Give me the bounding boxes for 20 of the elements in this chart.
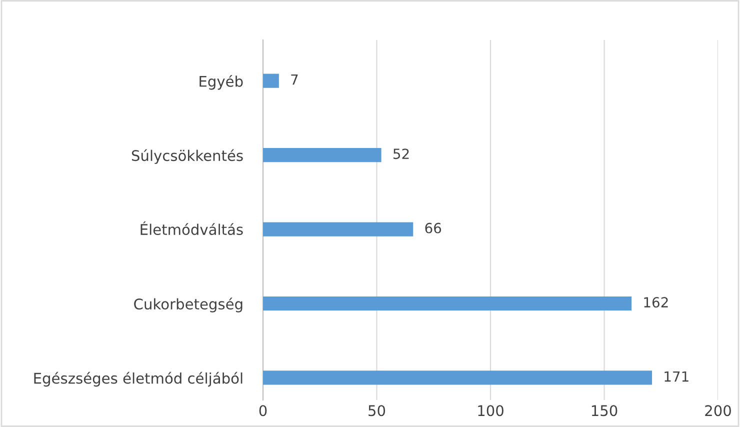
data-label: 66 [425,222,442,234]
y-tick-label: Cukorbetegség [134,298,242,312]
y-tick-label: Egészséges életmód céljából [34,372,242,387]
x-tick-label: 50 [368,405,386,416]
bar [263,74,279,88]
bar [263,222,414,236]
data-label: 171 [664,371,688,382]
y-tick-label: Súlycsökkentés [132,149,243,164]
y-tick-label: Egyéb [200,74,243,90]
bar [263,148,382,162]
y-tick-label: Életmódváltás [140,221,243,236]
x-tick-label: 200 [705,405,731,416]
data-label: 52 [393,148,409,160]
x-tick-label: 100 [478,405,504,416]
bar [263,296,632,311]
bar [263,370,652,385]
x-tick-label: 0 [259,405,267,416]
data-label: 162 [644,297,668,308]
x-tick-label: 150 [592,405,618,416]
data-label: 7 [291,74,298,85]
